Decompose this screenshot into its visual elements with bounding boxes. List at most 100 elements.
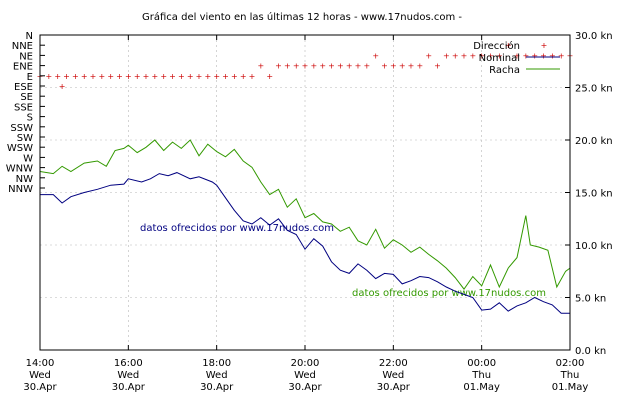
legend-swatch: +	[541, 41, 548, 50]
direction-point: +	[275, 62, 282, 71]
direction-point: +	[505, 41, 512, 50]
dir-label: ENE	[13, 62, 33, 73]
direction-point: +	[355, 62, 362, 71]
dir-label: SSE	[14, 102, 33, 113]
direction-point: +	[363, 62, 370, 71]
direction-point: +	[160, 72, 167, 81]
direction-point: +	[408, 62, 415, 71]
x-tick-date: 01.May	[463, 382, 500, 393]
direction-point: +	[249, 72, 256, 81]
direction-point: +	[196, 72, 203, 81]
plot-frame	[39, 34, 571, 351]
direction-point: +	[116, 72, 123, 81]
x-tick-day: Wed	[117, 370, 139, 381]
x-tick-date: 30.Apr	[288, 382, 322, 393]
y2-tick-label: 10.0 kn	[575, 241, 613, 252]
x-tick-date: 01.May	[552, 382, 589, 393]
dir-label: S	[27, 113, 33, 124]
direction-point: +	[531, 51, 538, 60]
direction-point: +	[257, 62, 264, 71]
dir-label: E	[27, 72, 33, 83]
watermarks: datos ofrecidos por www.17nudos.com datos…	[140, 223, 546, 299]
direction-point: +	[59, 82, 66, 91]
direction-point: +	[514, 51, 521, 60]
direction-point: +	[90, 72, 97, 81]
chart-title: Gráfica del viento en las últimas 12 hor…	[142, 11, 462, 23]
x-tick-time: 02:00	[556, 358, 585, 369]
x-tick-day: Wed	[29, 370, 51, 381]
dir-label: SW	[17, 133, 33, 144]
x-tick-time: 20:00	[291, 358, 320, 369]
series-layer: + +++ + + + + + + + + + + + + + + + + + + + + ++++ + + + + + + + + + +++…	[37, 41, 573, 314]
grid	[40, 35, 570, 350]
direction-point: +	[98, 72, 105, 81]
y2-tick-label: 20.0 kn	[575, 136, 613, 147]
dir-label: NW	[16, 174, 33, 185]
x-tick-day: Wed	[382, 370, 404, 381]
dir-label: N	[26, 31, 33, 42]
direction-point: +	[478, 51, 485, 60]
x-tick-time: 18:00	[202, 358, 231, 369]
direction-point: +	[540, 51, 547, 60]
direction-point: +	[302, 62, 309, 71]
direction-point: +	[143, 72, 150, 81]
direction-point: +	[346, 62, 353, 71]
direction-point: +	[54, 72, 61, 81]
direction-point: +	[293, 62, 300, 71]
direction-point: +	[72, 72, 79, 81]
direction-point: +	[399, 62, 406, 71]
direction-point: +	[107, 72, 114, 81]
direction-point: +	[416, 62, 423, 71]
x-tick-date: 30.Apr	[23, 382, 57, 393]
direction-point: +	[81, 72, 88, 81]
watermark-text: datos ofrecidos por www.17nudos.com	[140, 223, 334, 234]
watermark-text: datos ofrecidos por www.17nudos.com	[352, 288, 546, 299]
direction-point: +	[319, 62, 326, 71]
dir-label: SSW	[10, 123, 33, 134]
direction-point: +	[452, 51, 459, 60]
dir-label: WSW	[7, 143, 33, 154]
legend-label: Racha	[489, 65, 520, 76]
x-tick-time: 00:00	[467, 358, 496, 369]
x-tick-day: Thu	[560, 370, 580, 381]
direction-point: +	[204, 72, 211, 81]
direction-point: +	[372, 51, 379, 60]
x-tick-time: 16:00	[114, 358, 143, 369]
direction-point: +	[222, 72, 229, 81]
legend-label: Dirección	[473, 40, 520, 52]
direction-point: +	[434, 62, 441, 71]
dir-label: W	[23, 153, 33, 164]
direction-point: +	[169, 72, 176, 81]
x-tick-date: 30.Apr	[377, 382, 411, 393]
x-tick-time: 22:00	[379, 358, 408, 369]
direction-point: +	[178, 72, 185, 81]
y2-tick-label: 15.0 kn	[575, 189, 613, 200]
direction-point: +	[337, 62, 344, 71]
direction-point: +	[425, 51, 432, 60]
direction-point: +	[443, 51, 450, 60]
direction-point: +	[63, 72, 70, 81]
dir-label: SE	[20, 92, 33, 103]
direction-point: +	[549, 51, 556, 60]
direction-point: +	[266, 72, 273, 81]
direction-point: +	[213, 72, 220, 81]
series-line-racha	[39, 139, 571, 290]
direction-point: +	[390, 62, 397, 71]
axes: 0.0 kn 5.0 kn 10.0 kn 15.0 kn 20.0 kn 25.0 kn…	[6, 31, 613, 393]
legend-label: Nominal	[479, 53, 520, 64]
direction-point: +	[522, 51, 529, 60]
direction-point: +	[328, 62, 335, 71]
dir-label: NNE	[12, 41, 33, 52]
x-tick-date: 30.Apr	[112, 382, 146, 393]
direction-point: +	[469, 51, 476, 60]
dir-label: NE	[19, 51, 33, 62]
y2-tick-label: 25.0 kn	[575, 84, 613, 95]
direction-point: +	[310, 62, 317, 71]
y2-tick-label: 0.0 kn	[575, 346, 606, 357]
x-tick-day: Wed	[294, 370, 316, 381]
direction-point: +	[496, 51, 503, 60]
x-tick-day: Wed	[206, 370, 228, 381]
direction-point: +	[284, 62, 291, 71]
